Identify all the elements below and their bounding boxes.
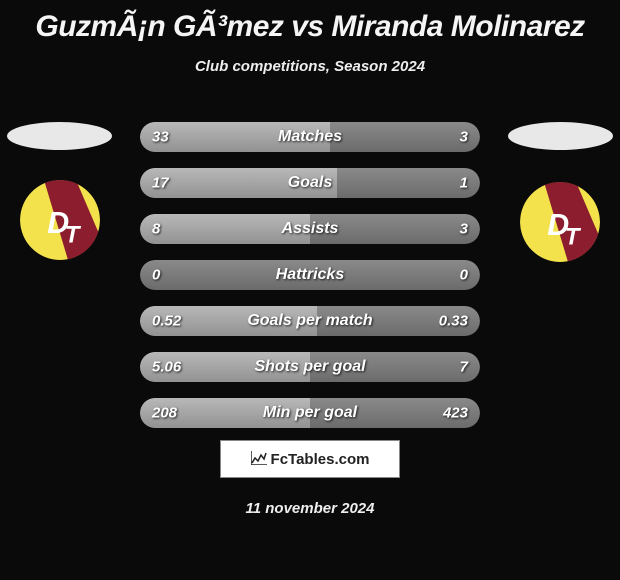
svg-text:T: T bbox=[565, 223, 582, 250]
page-title: GuzmÃ¡n GÃ³mez vs Miranda Molinarez bbox=[0, 0, 620, 44]
brand-box: FcTables.com bbox=[220, 440, 400, 478]
stat-row: 208423Min per goal bbox=[140, 398, 480, 428]
stat-label: Min per goal bbox=[140, 404, 480, 422]
club-crest-icon: D T bbox=[520, 182, 600, 262]
stat-label: Shots per goal bbox=[140, 358, 480, 376]
stat-label: Matches bbox=[140, 128, 480, 146]
stat-label: Goals bbox=[140, 174, 480, 192]
stats-bars: 333Matches 171Goals 83Assists 00Hattricks 0.… bbox=[140, 122, 480, 444]
club-crest-icon: D T bbox=[20, 180, 100, 260]
player-placeholder-left bbox=[7, 122, 112, 150]
svg-text:T: T bbox=[65, 221, 82, 248]
club-logo-right: D T bbox=[520, 182, 600, 262]
stat-row: 5.067Shots per goal bbox=[140, 352, 480, 382]
comparison-infographic: GuzmÃ¡n GÃ³mez vs Miranda Molinarez Club… bbox=[0, 0, 620, 580]
subtitle: Club competitions, Season 2024 bbox=[0, 58, 620, 75]
stat-row: 83Assists bbox=[140, 214, 480, 244]
stat-label: Goals per match bbox=[140, 312, 480, 330]
brand-text: FcTables.com bbox=[271, 451, 370, 468]
stat-row: 171Goals bbox=[140, 168, 480, 198]
club-logo-left: D T bbox=[20, 180, 100, 260]
footer-date: 11 november 2024 bbox=[0, 500, 620, 517]
chart-icon bbox=[251, 451, 267, 468]
stat-row: 333Matches bbox=[140, 122, 480, 152]
stat-label: Assists bbox=[140, 220, 480, 238]
stat-row: 00Hattricks bbox=[140, 260, 480, 290]
stat-label: Hattricks bbox=[140, 266, 480, 284]
stat-row: 0.520.33Goals per match bbox=[140, 306, 480, 336]
player-placeholder-right bbox=[508, 122, 613, 150]
